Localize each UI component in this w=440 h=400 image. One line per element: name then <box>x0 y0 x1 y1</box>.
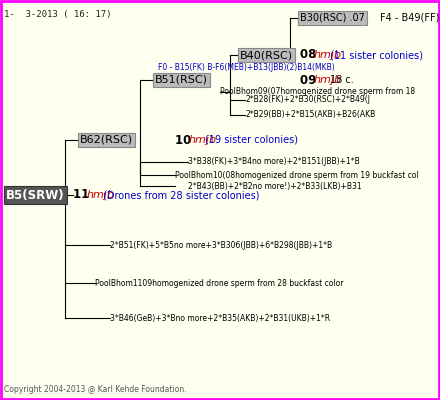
Text: B30(RSC) .07: B30(RSC) .07 <box>300 13 365 23</box>
Text: PoolBhom1109homogenized drone sperm from 28 buckfast color: PoolBhom1109homogenized drone sperm from… <box>95 278 344 288</box>
Text: hmjb: hmjb <box>188 135 216 145</box>
Text: PoolBhom10(08homogenized drone sperm from 19 buckfast col: PoolBhom10(08homogenized drone sperm fro… <box>175 170 419 180</box>
Text: 2*B28(FK)+2*B30(RSC)+2*B49(J: 2*B28(FK)+2*B30(RSC)+2*B49(J <box>245 96 370 104</box>
Text: (Drones from 28 sister colonies): (Drones from 28 sister colonies) <box>103 190 260 200</box>
Text: 09: 09 <box>300 74 320 86</box>
Text: (19 sister colonies): (19 sister colonies) <box>205 135 298 145</box>
Text: 11: 11 <box>73 188 93 202</box>
Text: B5(SRW): B5(SRW) <box>6 188 65 202</box>
Text: 18 c.: 18 c. <box>330 75 354 85</box>
Text: Copyright 2004-2013 @ Karl Kehde Foundation.: Copyright 2004-2013 @ Karl Kehde Foundat… <box>4 385 187 394</box>
Text: 2*B29(BB)+2*B15(AKB)+B26(AKB: 2*B29(BB)+2*B15(AKB)+B26(AKB <box>245 110 375 120</box>
Text: F0 - B15(FK) B-F6(MEB)+B13(JBB)(2)B14(MKB): F0 - B15(FK) B-F6(MEB)+B13(JBB)(2)B14(MK… <box>158 64 335 72</box>
Text: 2*B43(BB)+2*B2no more!)+2*B33(LKB)+B31: 2*B43(BB)+2*B2no more!)+2*B33(LKB)+B31 <box>188 182 362 190</box>
Text: 08: 08 <box>300 48 320 62</box>
Text: F4 - B49(FF): F4 - B49(FF) <box>380 13 440 23</box>
Text: B40(RSC): B40(RSC) <box>240 50 293 60</box>
Text: 3*B46(GeB)+3*Bno more+2*B35(AKB)+2*B31(UKB)+1*R: 3*B46(GeB)+3*Bno more+2*B35(AKB)+2*B31(U… <box>110 314 330 322</box>
Text: hmjb: hmjb <box>313 75 341 85</box>
Text: hmjb: hmjb <box>86 190 114 200</box>
Text: 3*B38(FK)+3*B4no more)+2*B151(JBB)+1*B: 3*B38(FK)+3*B4no more)+2*B151(JBB)+1*B <box>188 158 360 166</box>
Text: 2*B51(FK)+5*B5no more+3*B306(JBB)+6*B298(JBB)+1*B: 2*B51(FK)+5*B5no more+3*B306(JBB)+6*B298… <box>110 240 332 250</box>
Text: 1-  3-2013 ( 16: 17): 1- 3-2013 ( 16: 17) <box>4 10 111 19</box>
Text: B62(RSC): B62(RSC) <box>80 135 133 145</box>
Text: 10: 10 <box>175 134 195 146</box>
Text: (11 sister colonies): (11 sister colonies) <box>330 50 423 60</box>
Text: PoolBhom09(07homogenized drone sperm from 18: PoolBhom09(07homogenized drone sperm fro… <box>220 88 415 96</box>
Text: B51(RSC): B51(RSC) <box>155 75 208 85</box>
Text: hmjb: hmjb <box>313 50 341 60</box>
